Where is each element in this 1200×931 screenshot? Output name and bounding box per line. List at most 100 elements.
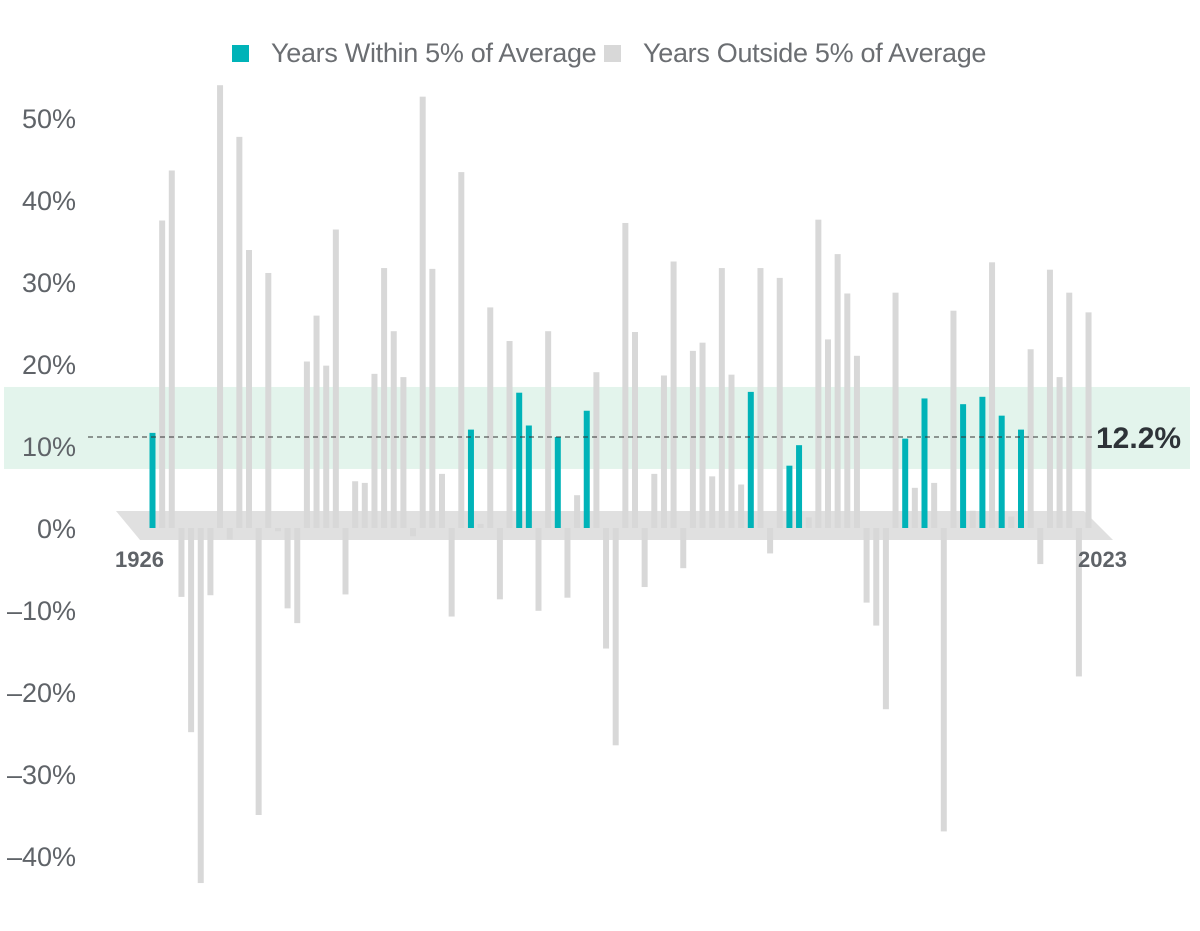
bar-outside-average (728, 374, 735, 528)
bar-outside-average (246, 250, 252, 528)
bar-outside-average (390, 331, 397, 528)
bar-outside-average (1037, 528, 1044, 565)
y-tick-label: –40% (7, 842, 76, 872)
legend-label-within: Years Within 5% of Average (271, 38, 597, 68)
y-tick-label: 50% (22, 104, 76, 134)
bar-outside-average (709, 476, 716, 528)
legend-item-outside: Years Outside 5% of Average (604, 38, 986, 69)
bar-outside-average (188, 528, 195, 733)
bar-outside-average (236, 136, 243, 529)
bar-outside-average (931, 482, 938, 528)
bar-outside-average (969, 510, 976, 528)
bar-outside-average (989, 262, 996, 528)
bar-outside-average (718, 268, 725, 528)
bar-outside-average (496, 528, 503, 600)
bar-outside-average (863, 528, 870, 603)
bar-outside-average (303, 361, 310, 528)
bar-outside-average (776, 277, 783, 528)
bar-outside-average (323, 365, 330, 528)
bar-outside-average (381, 268, 388, 528)
bar-outside-average (487, 307, 494, 528)
bar-outside-average (265, 272, 272, 528)
bar-outside-average (274, 528, 281, 532)
bar-outside-average (313, 315, 320, 528)
bar-outside-average (400, 377, 407, 528)
bar-outside-average (873, 528, 880, 626)
bar-outside-average (332, 229, 339, 528)
y-tick-label: 20% (22, 350, 76, 380)
bar-outside-average (632, 332, 638, 528)
average-label: 12.2% (1096, 422, 1181, 455)
legend-swatch-outside (604, 45, 621, 62)
bar-outside-average (815, 219, 822, 528)
y-tick-label: 30% (22, 268, 76, 298)
bar-outside-average (738, 484, 745, 528)
bar-within-average (998, 415, 1005, 528)
bar-outside-average (361, 482, 368, 528)
y-tick-label: –30% (7, 760, 76, 790)
legend: Years Within 5% of Average Years Outside… (0, 38, 1200, 72)
bar-outside-average (477, 523, 484, 528)
bar-outside-average (699, 342, 706, 528)
bar-outside-average (844, 293, 851, 528)
x-start-label: 1926 (115, 547, 164, 572)
bar-outside-average (458, 172, 465, 528)
bar-outside-average (757, 268, 764, 528)
bar-outside-average (767, 528, 774, 554)
bar-outside-average (159, 220, 166, 528)
bar-within-average (960, 404, 967, 528)
bar-within-average (554, 436, 561, 528)
bar-outside-average (352, 481, 359, 528)
bar-within-average (902, 438, 909, 528)
bar-outside-average (439, 473, 445, 528)
bar-outside-average (535, 528, 542, 611)
bar-outside-average (950, 310, 957, 528)
bar-outside-average (429, 268, 436, 528)
bar-outside-average (612, 528, 619, 746)
bar-outside-average (1085, 312, 1092, 528)
y-tick-label: 10% (22, 432, 76, 462)
y-tick-label: –20% (7, 678, 76, 708)
bar-outside-average (853, 355, 860, 528)
bar-outside-average (410, 528, 417, 537)
bar-outside-average (825, 339, 831, 528)
y-axis-tick-labels: 50% 40% 30% 20% 10% 0% –10% –20% –30% –40% (7, 104, 76, 872)
bar-outside-average (593, 372, 600, 528)
bar-outside-average (284, 528, 291, 609)
bar-outside-average (651, 473, 658, 528)
bar-within-average (149, 432, 156, 528)
bar-outside-average (419, 96, 426, 529)
bar-outside-average (217, 85, 224, 528)
x-end-label: 2023 (1078, 547, 1127, 572)
legend-swatch-within (232, 45, 249, 62)
bar-outside-average (834, 254, 841, 528)
bar-within-average (516, 392, 523, 528)
bar-outside-average (545, 331, 552, 528)
bar-outside-average (1008, 516, 1015, 528)
bar-outside-average (255, 528, 262, 815)
bar-outside-average (168, 170, 175, 529)
bar-outside-average (1066, 292, 1073, 528)
bar-within-average (747, 391, 754, 528)
bar-outside-average (371, 373, 378, 528)
bar-outside-average (1046, 269, 1053, 528)
bar-outside-average (574, 495, 581, 528)
bar-outside-average (506, 341, 513, 528)
bar-outside-average (680, 528, 687, 569)
bar-within-average (979, 396, 986, 528)
bar-outside-average (294, 528, 301, 624)
legend-item-within: Years Within 5% of Average (232, 38, 597, 69)
y-tick-label: –10% (7, 596, 76, 626)
bar-outside-average (178, 528, 185, 597)
bar-outside-average (197, 528, 204, 884)
bar-outside-average (1027, 349, 1034, 528)
y-tick-label: 0% (37, 514, 76, 544)
negative-bars (178, 528, 1082, 884)
bar-outside-average (1056, 377, 1063, 528)
bar-within-average (921, 398, 928, 528)
bar-outside-average (940, 528, 947, 832)
positive-bars (149, 85, 1092, 529)
bar-within-average (525, 425, 532, 528)
